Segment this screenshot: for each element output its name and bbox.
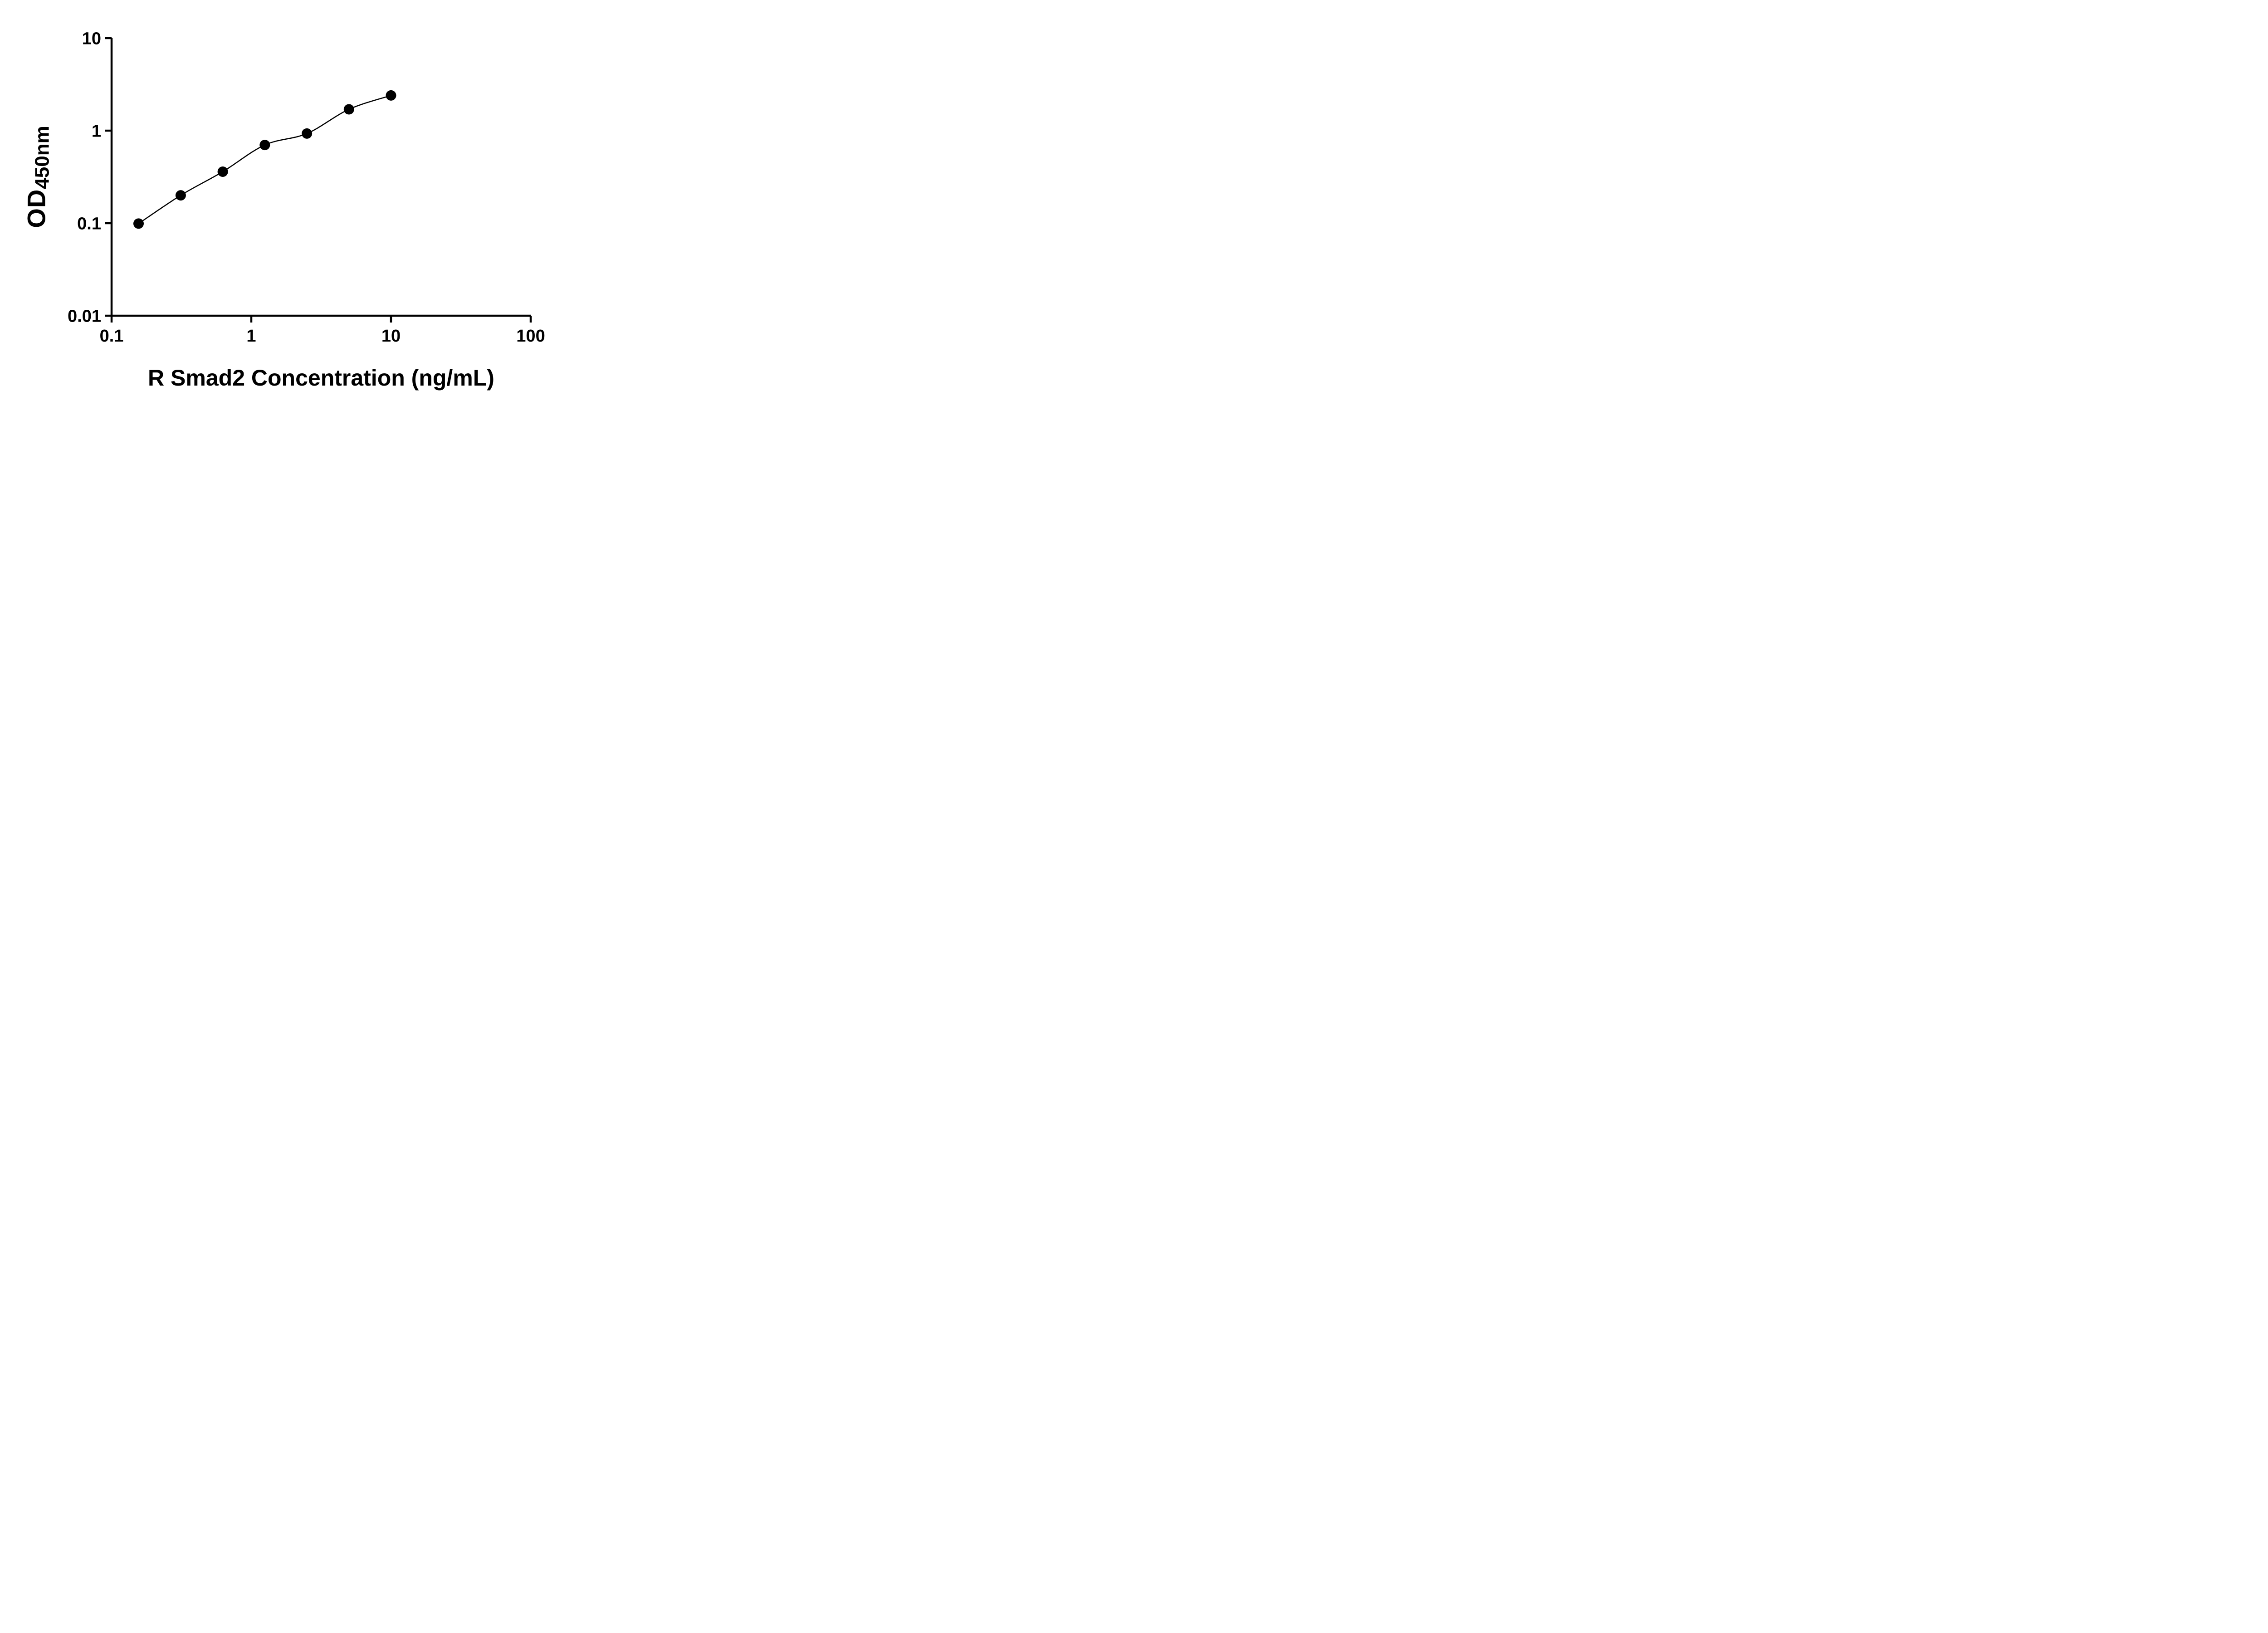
elisa-standard-curve-figure: 0.01 0.1 1 10 0.1 1 10 100 OD450nm R Smad2 Conc… (0, 0, 583, 408)
data-point (133, 218, 144, 229)
y-tick-label: 10 (82, 29, 101, 48)
x-axis-title: R Smad2 Concentration (ng/mL) (148, 365, 494, 391)
data-point (343, 104, 354, 115)
y-axis-title: OD450nm (22, 126, 54, 228)
data-point (259, 140, 270, 151)
y-tick-label: 0.1 (77, 214, 101, 233)
y-tick-label: 1 (92, 122, 101, 141)
x-tick-label: 10 (381, 327, 401, 346)
fit-curve (138, 95, 391, 224)
y-axis-title-subscript: 450nm (31, 126, 54, 189)
data-point (386, 90, 396, 101)
data-point (217, 166, 228, 177)
x-tick-label: 100 (516, 327, 545, 346)
axes-frame (110, 38, 531, 317)
data-point (175, 190, 186, 201)
x-tick-label: 1 (246, 327, 256, 346)
y-tick-label: 0.01 (68, 307, 101, 326)
x-tick-label: 0.1 (100, 327, 124, 346)
y-axis-title-base: OD (22, 189, 51, 228)
data-point (302, 128, 313, 139)
